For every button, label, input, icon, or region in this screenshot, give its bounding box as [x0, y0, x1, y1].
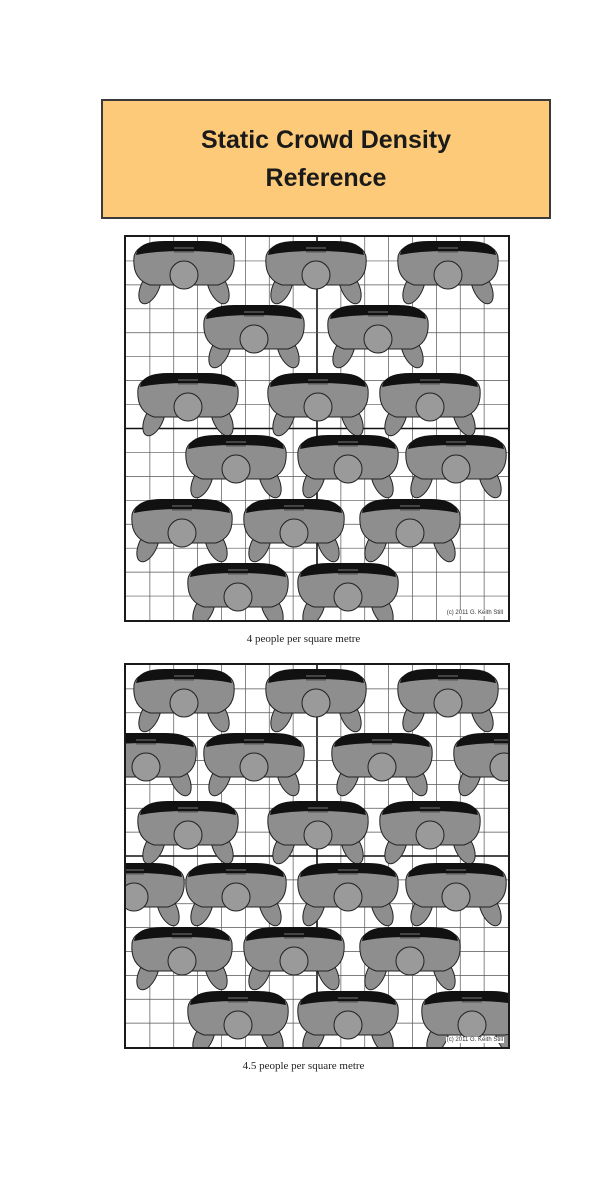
- crowd-grid-4: [126, 237, 508, 620]
- person-figure-icon: [297, 863, 399, 927]
- person-figure-icon: [297, 991, 399, 1047]
- title-box: Static Crowd Density Reference: [101, 99, 551, 219]
- person-figure-icon: [131, 927, 233, 991]
- person-figure-icon: [126, 733, 197, 797]
- person-figure-icon: [185, 863, 287, 927]
- person-figure-icon: [379, 373, 481, 437]
- person-figure-icon: [185, 435, 287, 499]
- person-figure-icon: [187, 563, 289, 620]
- person-figure-icon: [331, 733, 433, 797]
- title-line-2: Reference: [265, 164, 387, 192]
- person-figure-icon: [327, 305, 429, 369]
- person-figure-icon: [421, 991, 508, 1047]
- person-figure-icon: [359, 499, 461, 563]
- copyright-label: (c) 2011 G. Keith Still: [445, 1037, 504, 1043]
- person-figure-icon: [243, 927, 345, 991]
- person-figure-icon: [126, 863, 185, 927]
- person-figure-icon: [297, 563, 399, 620]
- crowd-grid-4-5: [126, 665, 508, 1047]
- copyright-label: (c) 2011 G. Keith Still: [445, 610, 504, 616]
- person-figure-icon: [267, 373, 369, 437]
- person-figure-icon: [243, 499, 345, 563]
- person-figure-icon: [267, 801, 369, 865]
- person-figure-icon: [203, 733, 305, 797]
- person-figure-icon: [265, 669, 367, 733]
- caption-4-5-people: 4.5 people per square metre: [242, 1060, 365, 1072]
- caption-4-people: 4 people per square metre: [246, 633, 361, 645]
- person-figure-icon: [131, 499, 233, 563]
- person-figure-icon: [297, 435, 399, 499]
- title-line-1: Static Crowd Density: [200, 126, 452, 154]
- person-figure-icon: [359, 927, 461, 991]
- person-figure-icon: [133, 669, 235, 733]
- density-diagram-4-5: (c) 2011 G. Keith Still: [124, 663, 510, 1049]
- density-diagram-4: (c) 2011 G. Keith Still: [124, 235, 510, 622]
- person-figure-icon: [405, 435, 507, 499]
- person-figure-icon: [397, 241, 499, 305]
- person-figure-icon: [203, 305, 305, 369]
- person-figure-icon: [453, 733, 508, 797]
- person-figure-icon: [137, 373, 239, 437]
- person-figure-icon: [379, 801, 481, 865]
- person-figure-icon: [265, 241, 367, 305]
- person-figure-icon: [187, 991, 289, 1047]
- person-figure-icon: [397, 669, 499, 733]
- person-figure-icon: [133, 241, 235, 305]
- person-figure-icon: [405, 863, 507, 927]
